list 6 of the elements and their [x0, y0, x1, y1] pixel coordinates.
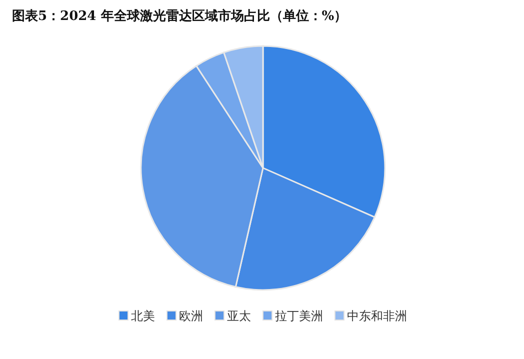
- legend-label: 欧洲: [179, 309, 203, 323]
- legend-label: 拉丁美洲: [275, 309, 323, 323]
- legend-label: 北美: [131, 309, 155, 323]
- chart-title: 图表5：2024 年全球激光雷达区域市场占比（单位：%）: [12, 8, 348, 24]
- legend-label: 亚太: [227, 309, 251, 323]
- legend-label: 中东和非洲: [347, 309, 407, 323]
